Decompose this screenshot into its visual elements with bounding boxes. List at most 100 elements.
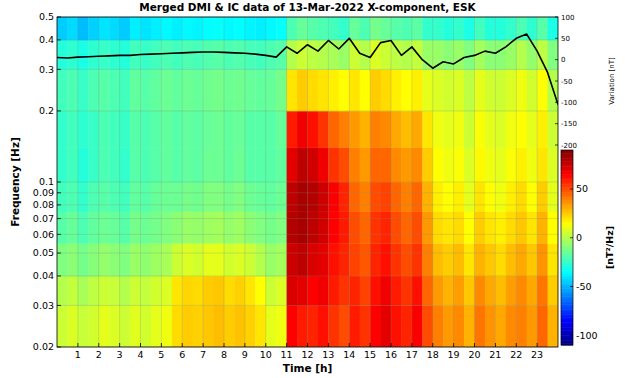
x-tick-label: 12 <box>301 349 313 360</box>
heatmap-cell <box>495 243 506 276</box>
y2-tick <box>555 81 558 82</box>
heatmap-cell <box>422 17 433 40</box>
grid <box>57 17 558 347</box>
heatmap-cell <box>401 17 412 40</box>
heatmap-cell <box>224 305 235 347</box>
heatmap-cell <box>516 182 527 212</box>
heatmap-cell <box>506 276 517 306</box>
heatmap-cell <box>433 276 444 306</box>
heatmap-cell <box>234 17 245 40</box>
heatmap-cell <box>276 148 287 183</box>
heatmap-cell <box>339 211 350 243</box>
heatmap-cell <box>433 69 444 111</box>
heatmap-cell <box>506 182 517 212</box>
heatmap-cell <box>234 276 245 306</box>
heatmap-cell <box>287 40 298 70</box>
heatmap-cell <box>141 276 152 306</box>
colorbar-tick-label: -100 <box>576 330 598 341</box>
heatmap-cell <box>412 182 423 212</box>
heatmap-cell <box>193 276 204 306</box>
heatmap-cell <box>485 17 496 40</box>
y-tick-label: 0.05 <box>33 247 54 258</box>
heatmap-cell <box>151 243 162 276</box>
x-tick-label: 13 <box>322 349 334 360</box>
y-tick <box>57 182 61 183</box>
grid-line-y <box>57 182 558 183</box>
x-tick-label: 1 <box>75 349 81 360</box>
heatmap-cell <box>245 305 256 347</box>
heatmap-cell <box>506 305 517 347</box>
heatmap-cell <box>495 211 506 243</box>
heatmap-cell <box>506 17 517 40</box>
heatmap-cell <box>308 40 319 70</box>
heatmap-cell <box>141 111 152 148</box>
heatmap-cell <box>475 182 486 212</box>
heatmap-cell <box>78 305 89 347</box>
heatmap-cell <box>255 17 266 40</box>
heatmap-cell <box>287 17 298 40</box>
heatmap-cell <box>328 148 339 183</box>
heatmap-cell <box>161 40 172 70</box>
heatmap-cell <box>537 305 548 347</box>
x-tick <box>537 343 538 347</box>
y2-tick <box>555 102 558 103</box>
heatmap-cell <box>433 182 444 212</box>
heatmap-cell <box>318 243 329 276</box>
heatmap-cell <box>433 111 444 148</box>
heatmap-cell <box>88 182 99 212</box>
grid-line-y <box>57 218 558 219</box>
heatmap-cell <box>266 148 277 183</box>
heatmap-cell <box>370 305 381 347</box>
heatmap-cell <box>464 111 475 148</box>
heatmap-cell <box>161 211 172 243</box>
heatmap-cell <box>527 243 538 276</box>
heatmap-cell <box>172 182 183 212</box>
heatmap-cell <box>391 69 402 111</box>
heatmap-cell <box>234 182 245 212</box>
heatmap-cell <box>328 276 339 306</box>
heatmap-cell <box>370 182 381 212</box>
heatmap-cell <box>203 111 214 148</box>
x-tick-label: 15 <box>364 349 376 360</box>
heatmap-cell <box>548 211 558 243</box>
y-tick <box>57 204 61 205</box>
x-tick <box>411 343 412 347</box>
heatmap-cell <box>412 148 423 183</box>
heatmap-cell <box>318 211 329 243</box>
heatmap-cell <box>370 69 381 111</box>
heatmap-cell <box>141 305 152 347</box>
heatmap-cell <box>266 276 277 306</box>
heatmap-cell <box>214 243 225 276</box>
heatmap-cell <box>182 182 193 212</box>
heatmap-cell <box>485 40 496 70</box>
heatmap-cell <box>401 69 412 111</box>
heatmap-cell <box>193 17 204 40</box>
heatmap-cell <box>297 111 308 148</box>
x-tick <box>244 343 245 347</box>
heatmap-cell <box>485 182 496 212</box>
y-tick-label: 0.5 <box>39 11 54 22</box>
heatmap-cell <box>276 276 287 306</box>
heatmap-cell <box>109 69 120 111</box>
heatmap-cell <box>224 276 235 306</box>
heatmap-cell <box>475 69 486 111</box>
heatmap-cell <box>255 211 266 243</box>
heatmap-cell <box>318 40 329 70</box>
heatmap-cell <box>203 17 214 40</box>
heatmap-cell <box>130 182 141 212</box>
heatmap-cell <box>78 69 89 111</box>
heatmap-cell <box>214 305 225 347</box>
heatmap-cell <box>370 148 381 183</box>
heatmap-cell <box>161 182 172 212</box>
heatmap-cell <box>464 182 475 212</box>
x-tick <box>140 343 141 347</box>
heatmap-cell <box>78 243 89 276</box>
heatmap-cell <box>120 305 131 347</box>
heatmap-cell <box>88 111 99 148</box>
heatmap-cell <box>339 243 350 276</box>
heatmap-cell <box>506 211 517 243</box>
heatmap-cell <box>151 276 162 306</box>
x-tick <box>265 343 266 347</box>
heatmap-cell <box>391 276 402 306</box>
y-tick-label: 0.08 <box>33 199 54 210</box>
